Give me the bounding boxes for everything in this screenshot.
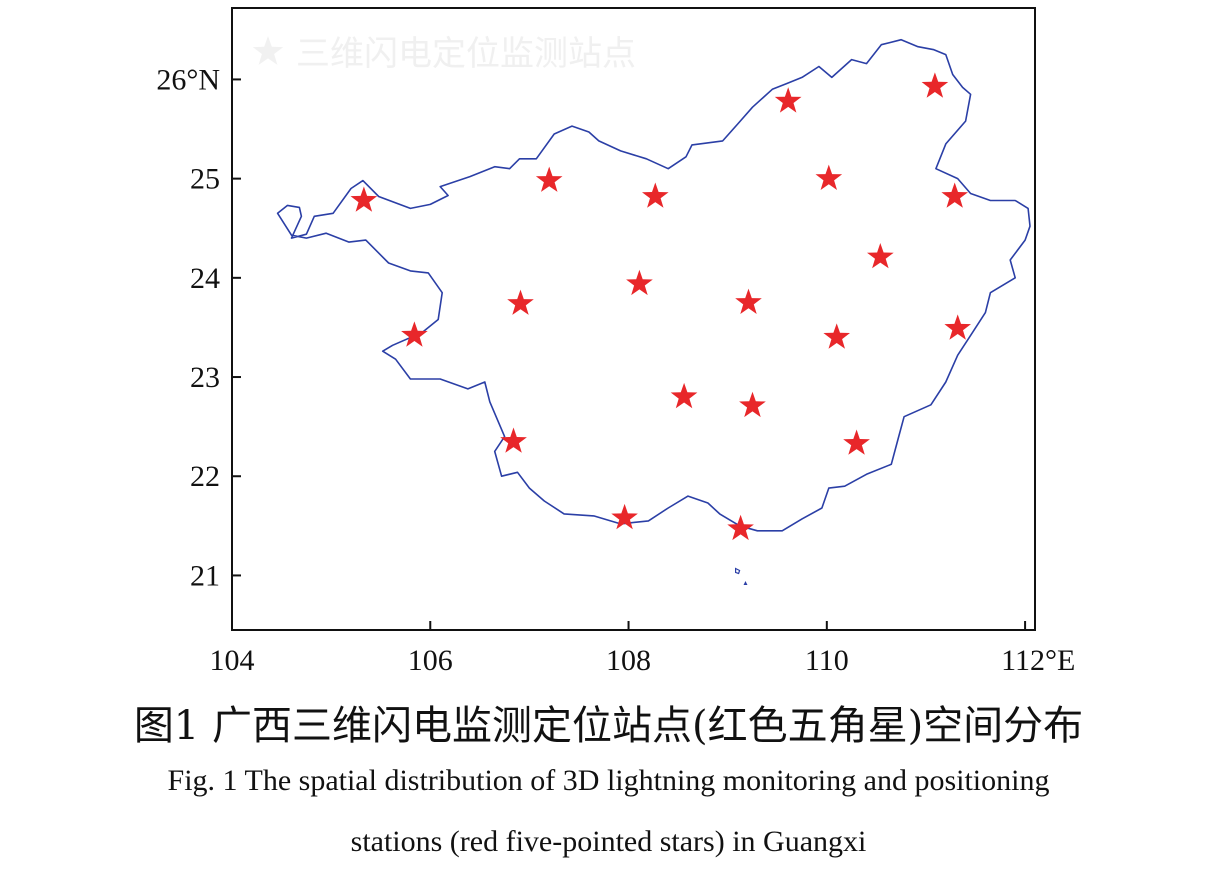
station-star-icon <box>507 289 534 315</box>
station-star-icon <box>670 382 698 409</box>
figure-caption-chinese: 图1 广西三维闪电监测定位站点(红色五角星)空间分布 <box>133 703 1084 749</box>
x-tick-label: 112°E <box>1001 644 1075 677</box>
x-tick-label: 108 <box>606 644 651 677</box>
station-star-icon <box>739 391 766 418</box>
legend-star-icon <box>252 36 284 65</box>
station-star-icon <box>727 514 754 541</box>
figure-caption-english-line1: Fig. 1 The spatial distribution of 3D li… <box>167 764 1050 797</box>
station-star-icon <box>535 166 563 192</box>
x-tick-label: 106 <box>408 644 453 677</box>
map-plot-area: 104 106 108 110 112°E 21 22 23 24 25 26°N <box>156 7 1075 677</box>
map-legend: 三维闪电定位监测站点 <box>252 34 636 74</box>
station-star-icon <box>944 314 971 340</box>
y-tick-label: 24 <box>190 262 220 295</box>
legend-star-shape <box>252 36 284 65</box>
station-star-icon <box>611 503 638 530</box>
figure-caption-english-line2: stations (red five-pointed stars) in Gua… <box>350 825 867 858</box>
station-star-icon <box>823 323 850 349</box>
station-star-icon <box>921 72 949 98</box>
y-tick-label: 21 <box>190 559 220 592</box>
y-tick-label: 22 <box>190 460 220 493</box>
legend-label: 三维闪电定位监测站点 <box>296 34 636 74</box>
island-outline <box>735 567 741 575</box>
station-star-icon <box>401 321 428 347</box>
y-tick-label: 25 <box>190 163 220 196</box>
station-star-icon <box>774 87 802 113</box>
station-star-icon <box>350 186 378 212</box>
guangxi-boundary <box>276 38 1031 532</box>
station-star-icon <box>626 269 653 296</box>
station-star-icon <box>500 427 527 453</box>
x-tick-label: 110 <box>805 644 849 677</box>
station-star-icon <box>843 429 870 455</box>
station-star-icon <box>735 288 762 314</box>
plot-frame <box>231 7 1036 631</box>
station-star-icon <box>941 182 968 208</box>
x-tick-label: 104 <box>210 644 255 677</box>
station-star-icon <box>815 164 843 190</box>
island-outline <box>743 581 748 585</box>
y-tick-label: 26°N <box>156 63 220 96</box>
station-star-icon <box>642 182 669 208</box>
y-tick-label: 23 <box>190 361 220 394</box>
station-star-icon <box>867 243 894 269</box>
